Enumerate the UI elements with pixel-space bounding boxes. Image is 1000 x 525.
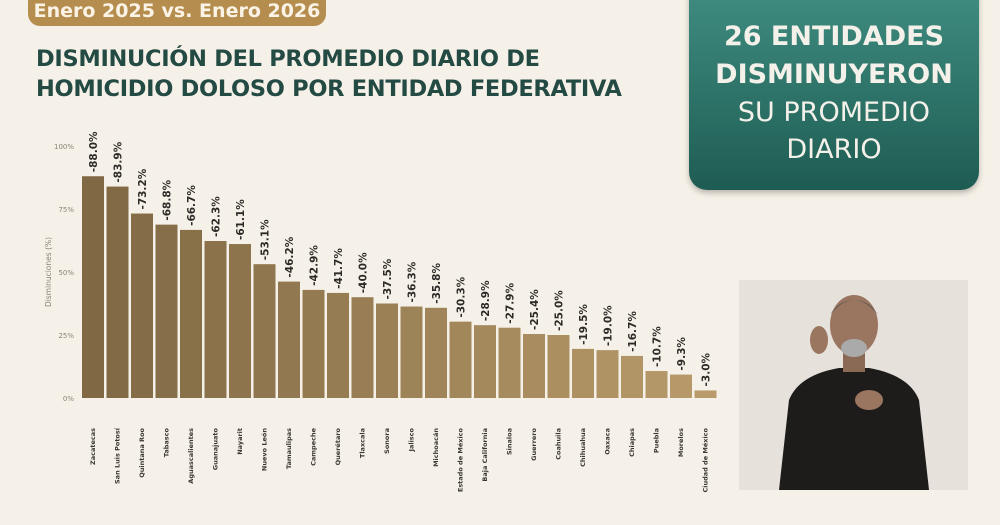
bar [670, 374, 692, 398]
bar [645, 371, 668, 398]
bar [106, 186, 129, 398]
data-label: -88.0% [88, 131, 100, 172]
bar [498, 327, 521, 398]
bar [376, 303, 398, 398]
x-tick-label: Oaxaca [604, 428, 612, 455]
x-tick-label: Quintana Roo [138, 427, 146, 477]
data-label: -28.9% [480, 280, 492, 321]
bar [474, 325, 496, 398]
data-label: -35.8% [431, 263, 443, 304]
x-tick-label: Michoacán [432, 428, 440, 467]
data-label: -53.1% [260, 219, 272, 260]
x-tick-label: Baja California [481, 428, 489, 482]
x-tick-label: Ciudad de México [702, 427, 710, 492]
bar [351, 297, 374, 398]
callout-line-1: 26 ENTIDADES [723, 21, 945, 52]
bar [155, 224, 178, 398]
x-tick-label: Coahuila [555, 428, 563, 460]
interpreter-figure-icon [739, 280, 968, 490]
data-label: -30.3% [456, 276, 468, 317]
callout-line-3: SU PROMEDIO [737, 97, 931, 128]
data-label: -46.2% [284, 236, 296, 277]
bar [180, 229, 202, 398]
summary-callout: 26 ENTIDADES DISMINUYERON SU PROMEDIO DI… [689, 0, 979, 190]
callout-line-4: DIARIO [786, 134, 882, 165]
data-label: -66.7% [186, 185, 198, 226]
data-label: -19.5% [578, 304, 590, 345]
x-tick-label: Sinaloa [506, 428, 514, 455]
y-tick-label: 25% [58, 332, 74, 340]
bar [425, 307, 447, 398]
callout-line-2: DISMINUYERON [715, 59, 953, 90]
bar [327, 292, 349, 398]
x-tick-label: Chiapas [628, 428, 636, 457]
title-line-1: DISMINUCIÓN DEL PROMEDIO DIARIO DE [36, 46, 540, 72]
bar [131, 213, 153, 398]
data-label: -19.0% [603, 305, 615, 346]
sign-language-interpreter-video [739, 280, 968, 490]
bar [523, 333, 545, 398]
bar [204, 241, 227, 398]
x-tick-label: Nuevo León [261, 428, 269, 471]
data-label: -37.5% [382, 258, 394, 299]
x-tick-label: Morelos [677, 428, 685, 457]
y-axis-label: Disminuciones (%) [44, 237, 53, 307]
y-tick-label: 50% [58, 269, 74, 277]
bar [229, 244, 251, 398]
x-tick-label: Guerrero [530, 427, 538, 460]
bar [547, 335, 570, 398]
data-label: -25.4% [529, 289, 541, 330]
data-label: -41.7% [333, 248, 345, 289]
x-tick-label: Tlaxcala [359, 428, 367, 458]
bar [302, 289, 325, 398]
data-label: -40.0% [358, 252, 370, 293]
bar [449, 321, 472, 398]
x-tick-label: Tamaulipas [285, 428, 293, 469]
bar [82, 176, 104, 398]
data-label: -36.3% [407, 261, 419, 302]
chart-title: DISMINUCIÓN DEL PROMEDIO DIARIO DE HOMIC… [36, 44, 622, 104]
data-label: -27.9% [505, 282, 517, 323]
bar [278, 281, 300, 398]
x-tick-label: Campeche [310, 427, 318, 465]
data-label: -42.9% [309, 245, 321, 286]
period-badge: Enero 2025 vs. Enero 2026 [28, 0, 326, 26]
x-tick-label: Jalisco [408, 427, 416, 452]
data-label: -9.3% [676, 337, 688, 371]
bar [572, 348, 594, 398]
data-label: -25.0% [554, 290, 566, 331]
x-tick-label: Chihuahua [579, 428, 587, 467]
data-label: -3.0% [701, 352, 713, 386]
data-label: -61.1% [235, 199, 247, 240]
x-tick-label: Puebla [653, 428, 661, 453]
bar [694, 390, 717, 398]
title-line-2: HOMICIDIO DOLOSO POR ENTIDAD FEDERATIVA [36, 76, 622, 102]
bar [253, 264, 276, 398]
x-tick-label: Aguascalientes [187, 428, 195, 484]
x-tick-label: Nayarit [236, 428, 244, 455]
bar [596, 350, 619, 398]
x-tick-label: Guanajuato [212, 427, 220, 470]
period-text: Enero 2025 vs. Enero 2026 [33, 0, 321, 22]
x-tick-label: Sonora [383, 428, 391, 454]
x-tick-label: Zacatecas [89, 428, 97, 465]
x-tick-label: San Luis Potosí [114, 427, 122, 484]
data-label: -83.9% [113, 141, 125, 182]
data-label: -68.8% [162, 179, 174, 220]
data-label: -73.2% [137, 168, 149, 209]
data-label: -62.3% [211, 196, 223, 237]
y-tick-label: 0% [63, 395, 74, 403]
bar [621, 355, 643, 398]
data-label: -16.7% [627, 311, 639, 352]
x-tick-label: Tabasco [163, 427, 171, 457]
y-tick-label: 75% [58, 206, 74, 214]
x-tick-label: Querétaro [334, 427, 342, 465]
bar [400, 306, 423, 398]
x-tick-label: Estado de México [457, 427, 465, 492]
data-label: -10.7% [652, 326, 664, 367]
y-tick-label: 100% [54, 143, 74, 151]
